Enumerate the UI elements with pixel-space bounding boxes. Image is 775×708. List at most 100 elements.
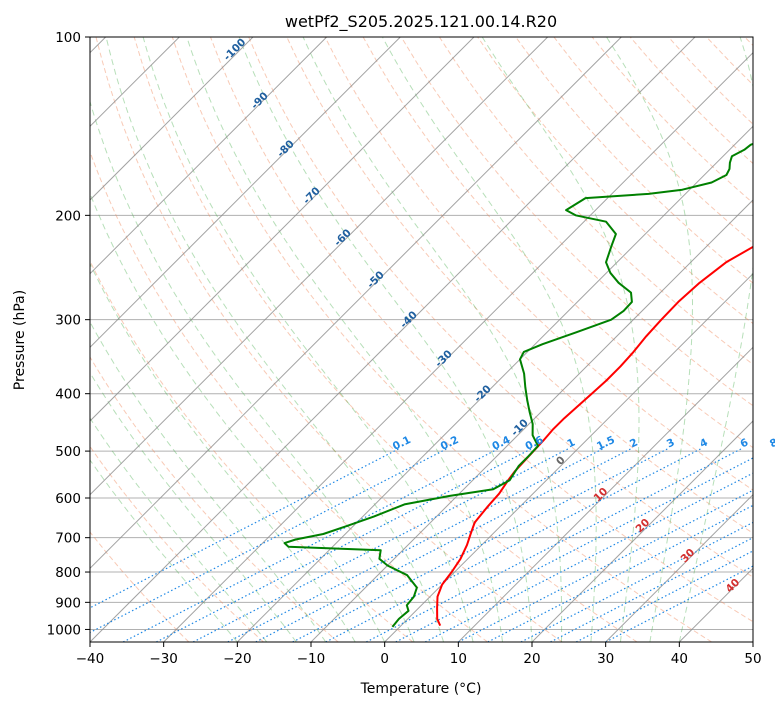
mixing-ratio-line <box>292 447 670 642</box>
dry-adiabat-line <box>324 37 753 491</box>
mixing-ratio-line <box>605 565 753 642</box>
moist-adiabat-label: -60 <box>332 227 354 249</box>
mixing-ratio-line <box>575 550 753 642</box>
moist-adiabat-label: 0 <box>554 454 568 468</box>
x-tick-label: 0 <box>380 651 389 667</box>
dewpoint-profile-line <box>283 142 753 628</box>
mixing-ratio-label: 4 <box>698 436 710 450</box>
dry-adiabat-line <box>210 37 753 623</box>
dry-adiabat-line <box>90 445 264 642</box>
x-axis-ticks: −40 −30 −20 −10 0 10 20 30 40 50 <box>76 642 762 667</box>
mixing-ratio-label: 0.4 <box>490 434 512 453</box>
moist-adiabat-label: 40 <box>723 576 742 595</box>
moist-adiabat-label: 10 <box>591 485 610 504</box>
isotherm-line <box>90 37 254 201</box>
mixing-ratio-line <box>90 447 401 609</box>
y-tick-label: 1000 <box>47 622 81 638</box>
isotherm-line <box>678 567 753 642</box>
dry-adiabat-line <box>133 37 638 642</box>
mixing-ratio-label: 6 <box>738 436 750 450</box>
moist-adiabat-line <box>90 459 238 642</box>
dry-adiabat-line <box>744 37 753 47</box>
moist-adiabat-label: -50 <box>365 269 387 291</box>
mixing-ratio-label: 3 <box>665 436 677 450</box>
moist-adiabat-line <box>90 371 297 642</box>
mixing-ratio-line <box>227 447 605 642</box>
series-lines <box>283 142 753 628</box>
x-tick-label: −10 <box>297 651 326 667</box>
x-tick-label: −30 <box>149 651 178 667</box>
isotherm-line <box>236 125 753 642</box>
moist-adiabat-label: -20 <box>472 383 494 405</box>
moist-adiabat-line <box>238 37 533 642</box>
background-lines <box>90 37 753 642</box>
y-tick-label: 200 <box>55 208 81 224</box>
y-tick-label: 100 <box>55 30 81 46</box>
moist-adiabat-line <box>142 37 474 642</box>
moist-adiabat-label: -100 <box>221 36 248 63</box>
moist-adiabat-label: -40 <box>398 309 420 331</box>
mixing-ratio-line <box>156 447 534 642</box>
x-tick-label: 20 <box>523 651 540 667</box>
isotherm-line <box>90 37 549 496</box>
mixing-ratio-line <box>520 521 753 642</box>
isotherm-line <box>90 37 475 422</box>
line-labels: 0.10.20.40.611.52346810131620253036-100-… <box>221 36 775 595</box>
isotherm-line <box>605 493 753 642</box>
mixing-ratio-line <box>487 504 753 642</box>
plot-frame <box>89 36 754 643</box>
isotherm-line <box>457 346 753 642</box>
y-tick-label: 500 <box>55 444 81 460</box>
isotherm-line <box>90 37 622 570</box>
x-tick-label: −40 <box>76 651 105 667</box>
isotherm-line <box>163 51 753 642</box>
mixing-ratio-label: 8 <box>768 436 775 450</box>
isotherm-line <box>90 37 401 349</box>
mixing-ratio-line <box>255 447 633 642</box>
moist-adiabat-line <box>381 37 597 642</box>
mixing-ratio-line <box>122 447 500 642</box>
isotherm-line <box>752 641 753 642</box>
moist-adiabat-line <box>90 262 356 642</box>
x-tick-label: 30 <box>597 651 614 667</box>
dry-adiabat-line <box>400 37 753 407</box>
moist-adiabat-line <box>302 37 563 642</box>
y-tick-label: 900 <box>55 595 81 611</box>
x-tick-label: 10 <box>450 651 467 667</box>
isotherm-line <box>90 37 696 642</box>
isotherm-line <box>384 272 753 642</box>
mixing-ratio-line <box>90 447 449 634</box>
mixing-ratio-label: 2 <box>628 436 640 450</box>
y-axis-ticks: 100 200 300 400 500 600 700 800 900 1000 <box>47 30 90 638</box>
isotherm-line <box>90 37 328 275</box>
dry-adiabat-line <box>90 531 190 642</box>
moist-adiabat-label: -30 <box>433 348 455 370</box>
mixing-ratio-line <box>424 472 753 642</box>
dry-adiabat-line <box>248 37 753 578</box>
dry-adiabat-line <box>553 37 753 244</box>
mixing-ratio-label: 1 <box>565 436 577 450</box>
moist-adiabat-label: 20 <box>633 516 652 535</box>
x-axis-label: Temperature (°C) <box>360 681 482 697</box>
dry-adiabat-line <box>438 37 753 366</box>
mixing-ratio-line <box>395 457 753 642</box>
moist-adiabat-line <box>90 417 268 642</box>
y-tick-label: 600 <box>55 491 81 507</box>
moist-adiabat-line <box>90 99 415 642</box>
y-axis-label: Pressure (hPa) <box>12 290 28 390</box>
moist-adiabat-label: -70 <box>301 185 323 207</box>
y-tick-label: 800 <box>55 565 81 581</box>
y-tick-label: 300 <box>55 313 81 329</box>
dry-adiabat-line <box>706 37 753 86</box>
dry-adiabat-line <box>90 259 414 642</box>
mixing-ratio-label: 0.6 <box>523 434 545 453</box>
dry-adiabat-line <box>90 356 339 642</box>
moist-adiabat-line <box>606 37 693 642</box>
dry-adiabat-line <box>95 37 563 642</box>
moist-adiabat-line <box>186 37 503 642</box>
temperature-profile-line <box>436 245 753 627</box>
mixing-ratio-label: 1.5 <box>595 434 617 453</box>
mixing-ratio-line <box>192 447 570 642</box>
moist-adiabat-label: -80 <box>275 138 297 160</box>
chart-title: wetPf2_S205.2025.121.00.14.R20 <box>285 12 557 32</box>
